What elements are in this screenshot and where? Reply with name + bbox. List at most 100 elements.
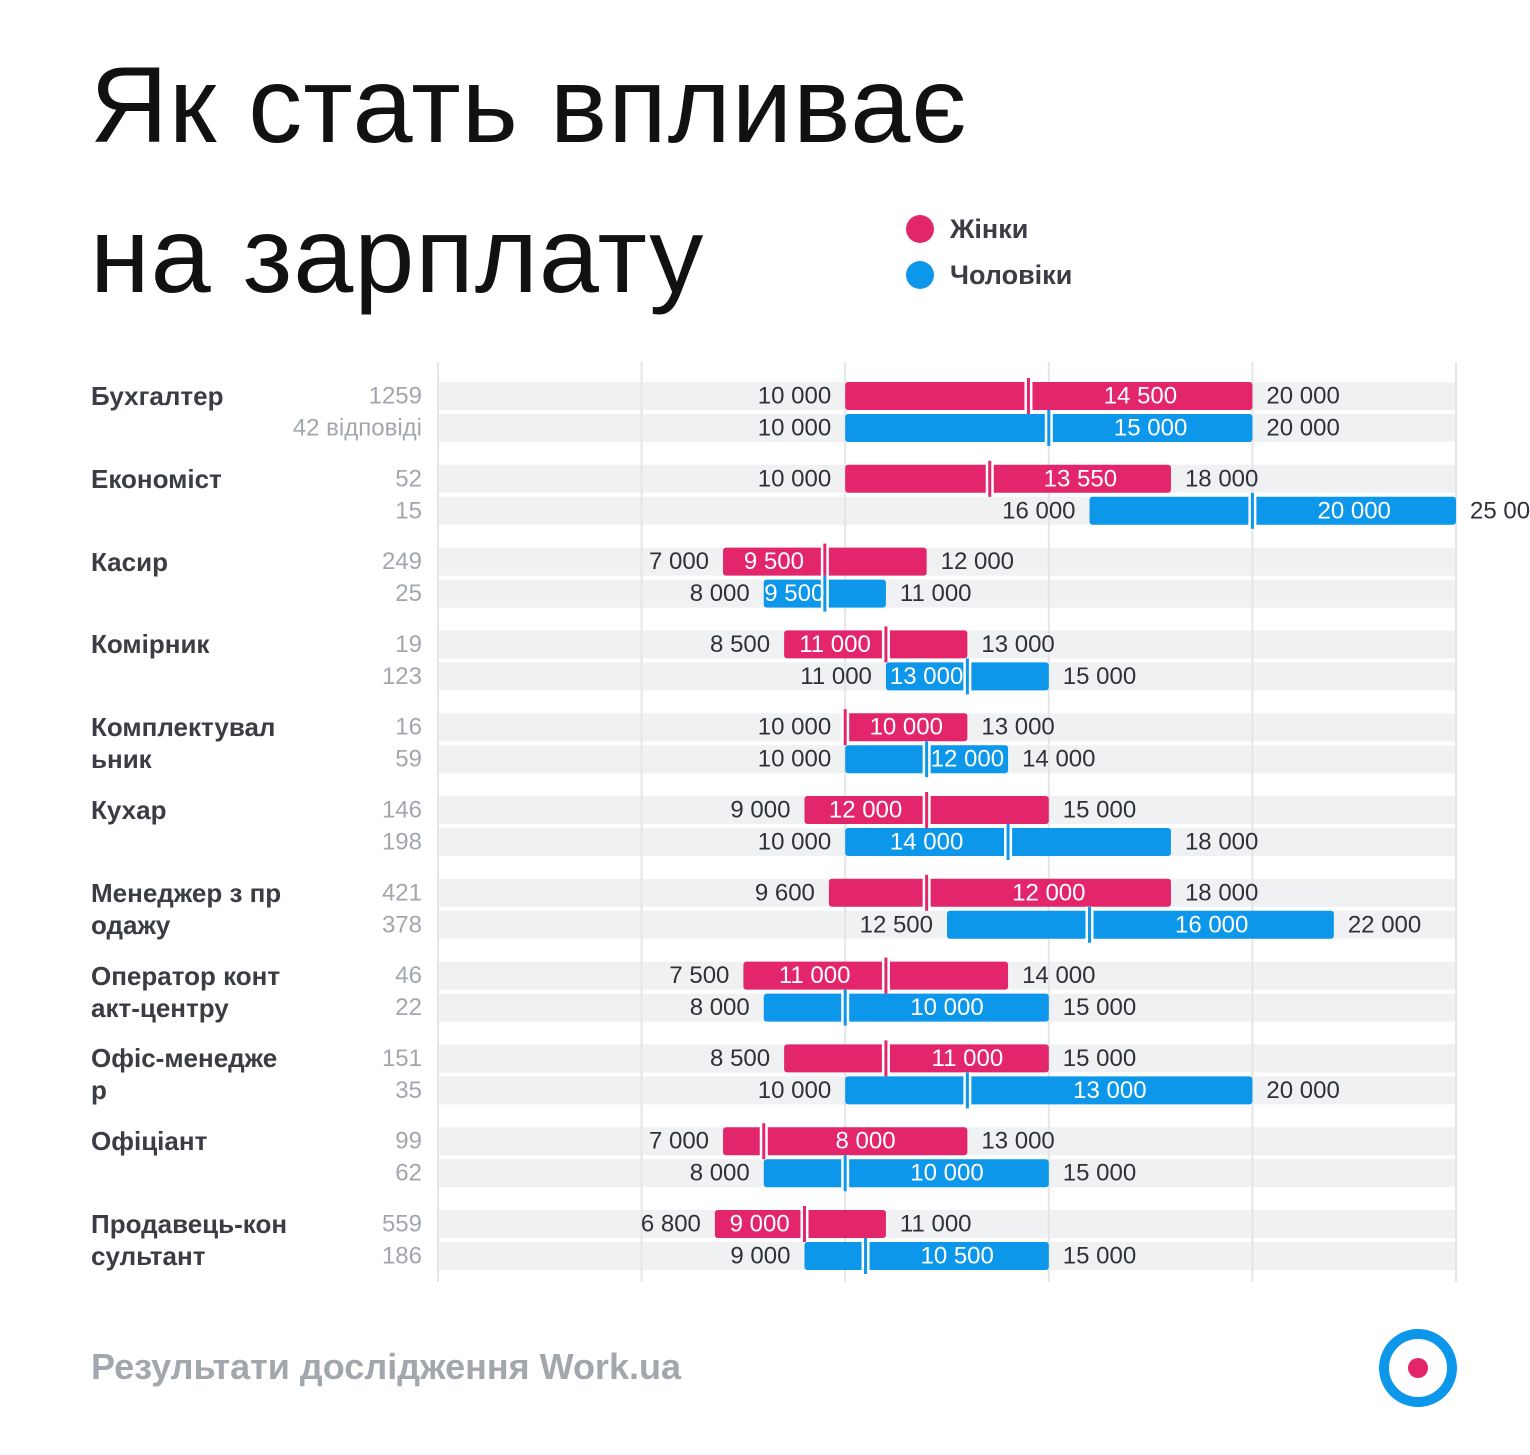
median-label: 11 000 <box>799 631 871 658</box>
value-label: 11 000 <box>800 663 872 690</box>
count-label: 378 <box>382 911 422 938</box>
median-marker <box>864 1238 868 1274</box>
range-bar <box>714 1210 886 1238</box>
count-label: 46 <box>395 962 422 989</box>
value-label: 20 000 <box>1266 1077 1339 1104</box>
value-label: 9 000 <box>730 1243 790 1270</box>
median-marker <box>925 741 929 778</box>
count-label: 16 <box>395 714 422 741</box>
median-label: 11 000 <box>779 962 851 989</box>
count-label: 198 <box>382 829 422 856</box>
median-label: 20 000 <box>1317 497 1390 524</box>
logo-dot <box>1408 1358 1428 1378</box>
value-label: 10 000 <box>758 465 831 492</box>
category-label: Офіс-менеджер <box>91 1043 278 1106</box>
median-marker <box>925 792 929 828</box>
value-label: 11 000 <box>900 580 972 607</box>
value-label: 8 500 <box>710 631 770 658</box>
median-label: 10 000 <box>910 1160 983 1187</box>
legend-marker <box>906 215 934 243</box>
category-label: Комплектувальник <box>91 712 276 775</box>
legend-marker <box>906 261 934 289</box>
range-bar <box>784 630 968 659</box>
count-label: 249 <box>382 548 422 575</box>
count-label: 1259 <box>369 383 422 410</box>
median-label: 12 000 <box>829 797 902 824</box>
value-label: 9 000 <box>730 797 790 824</box>
range-bar <box>1089 496 1456 525</box>
value-label: 12 500 <box>860 911 933 938</box>
value-label: 25 000 <box>1470 497 1530 524</box>
range-bar <box>763 993 1049 1022</box>
category-label: Офіціант <box>91 1126 208 1157</box>
count-label: 186 <box>382 1243 422 1270</box>
chart-title: Як стать впливає на зарплату <box>90 44 968 315</box>
range-bar <box>845 382 1253 410</box>
category-label: Бухгалтер <box>91 381 224 411</box>
legend-label: Жінки <box>949 214 1028 244</box>
median-marker <box>884 957 888 994</box>
median-marker <box>843 1155 847 1192</box>
range-bar <box>763 1159 1049 1188</box>
median-label: 9 000 <box>730 1211 790 1238</box>
median-label: 8 000 <box>836 1128 896 1155</box>
median-marker <box>965 658 969 695</box>
value-label: 10 000 <box>758 1077 831 1104</box>
value-label: 20 000 <box>1266 383 1339 410</box>
median-marker <box>925 874 929 911</box>
value-label: 15 000 <box>1063 994 1136 1021</box>
value-label: 8 000 <box>690 994 750 1021</box>
value-label: 7 500 <box>669 962 729 989</box>
value-label: 10 000 <box>758 829 831 856</box>
median-label: 10 000 <box>910 994 983 1021</box>
median-marker <box>1088 906 1092 943</box>
median-marker <box>1006 824 1010 860</box>
value-label: 13 000 <box>981 714 1054 741</box>
category-label: Продавець-консультант <box>91 1209 288 1271</box>
count-label: 421 <box>382 879 422 906</box>
category-label: Кухар <box>91 795 167 825</box>
logo-ring <box>1379 1329 1457 1407</box>
value-label: 15 000 <box>1063 1045 1136 1072</box>
row-band <box>438 1210 1456 1238</box>
count-label: 35 <box>395 1077 422 1104</box>
median-marker <box>823 575 827 612</box>
value-label: 18 000 <box>1185 879 1258 906</box>
median-marker <box>1026 378 1030 414</box>
count-label: 19 <box>395 631 422 658</box>
value-label: 13 000 <box>981 1128 1054 1155</box>
median-marker <box>988 460 992 497</box>
count-label: 22 <box>395 994 422 1021</box>
median-label: 16 000 <box>1175 911 1248 938</box>
count-label: 42 відповіді <box>293 415 422 442</box>
median-label: 10 500 <box>920 1243 993 1270</box>
value-label: 9 600 <box>755 879 815 906</box>
range-bar <box>845 713 968 742</box>
value-label: 10 000 <box>758 714 831 741</box>
row-band <box>438 547 1456 576</box>
category-label: Комірник <box>91 629 210 660</box>
median-marker <box>1047 410 1051 446</box>
value-label: 16 000 <box>1002 497 1075 524</box>
category-label: Оператор контакт-центру <box>91 960 281 1023</box>
count-label: 559 <box>382 1211 422 1238</box>
median-label: 15 000 <box>1114 415 1187 442</box>
value-label: 8 000 <box>690 580 750 607</box>
category-label: Касир <box>91 546 168 577</box>
median-marker <box>965 1072 969 1109</box>
value-label: 20 000 <box>1266 415 1339 442</box>
count-label: 146 <box>382 797 422 824</box>
median-marker <box>843 989 847 1026</box>
value-label: 22 000 <box>1348 911 1421 938</box>
range-bar <box>723 1127 968 1156</box>
median-label: 13 550 <box>1044 465 1117 492</box>
median-marker <box>843 709 847 746</box>
range-bar <box>845 464 1171 493</box>
count-label: 15 <box>395 497 422 524</box>
value-label: 18 000 <box>1185 465 1258 492</box>
value-label: 15 000 <box>1063 1160 1136 1187</box>
value-label: 6 800 <box>641 1211 701 1238</box>
range-bar <box>828 878 1171 907</box>
value-label: 15 000 <box>1063 663 1136 690</box>
median-label: 12 000 <box>1012 879 1085 906</box>
